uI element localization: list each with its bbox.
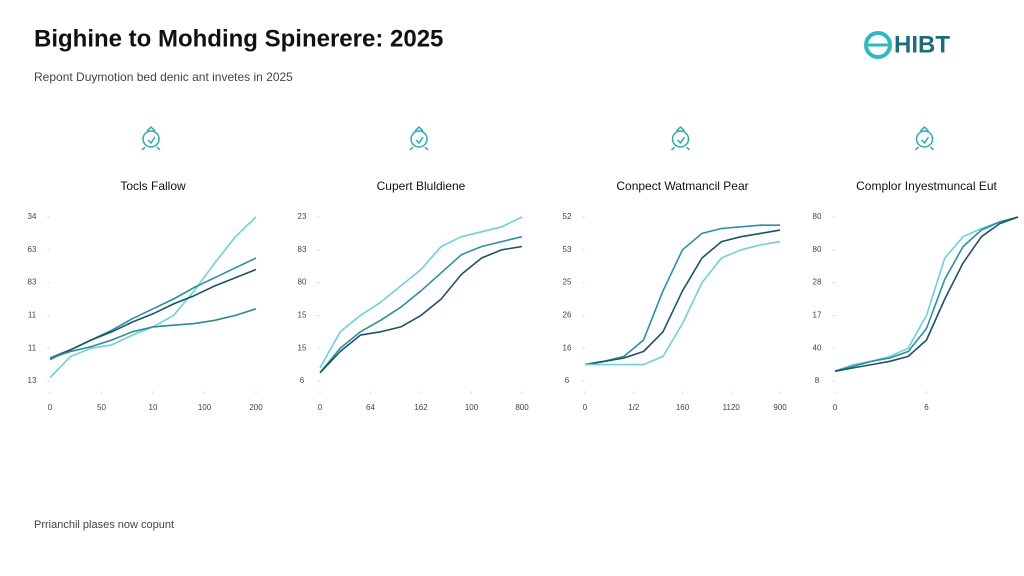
- x-tick-label: 64: [366, 403, 375, 412]
- x-tick-label: 200: [249, 403, 263, 412]
- chart-title: Conpect Watmancil Pear: [616, 179, 748, 193]
- line: [834, 216, 1019, 372]
- y-tick-label: 80: [813, 245, 822, 254]
- x-tick-label: 1120: [723, 403, 741, 412]
- footer: Prrianchil plases now copunt: [34, 519, 174, 531]
- x-tick-label: 50: [97, 403, 106, 412]
- chart: Cupert Bluldiene 6 15 15 80 83 23 0 64 162 100 800: [298, 125, 529, 412]
- x-tick-label: 160: [676, 403, 690, 412]
- y-tick-label: 80: [298, 278, 307, 287]
- chart-icon: [410, 130, 428, 148]
- y-tick-label: 34: [28, 212, 37, 221]
- chart: Conpect Watmancil Pear 6 16 26 25 53 52 0 1/2 160…: [563, 125, 787, 412]
- logo-icon: [864, 31, 892, 59]
- y-tick-label: 11: [28, 311, 37, 320]
- x-tick-label: 0: [833, 403, 838, 412]
- x-tick-label: 0: [48, 403, 53, 412]
- line: [319, 245, 523, 374]
- line: [834, 216, 1019, 372]
- y-tick-label: 40: [813, 343, 822, 352]
- y-tick-label: 28: [813, 278, 822, 287]
- x-tick-label: 0: [318, 403, 323, 412]
- y-tick-label: 8: [815, 376, 820, 385]
- logo-text: HIBT: [894, 31, 950, 58]
- chart-title: Cupert Bluldiene: [377, 179, 466, 193]
- y-tick-label: 53: [563, 245, 572, 254]
- x-tick-label: 100: [198, 403, 212, 412]
- line: [319, 216, 523, 369]
- y-tick-label: 11: [28, 343, 37, 352]
- x-tick-label: 0: [583, 403, 588, 412]
- y-tick-label: 6: [565, 376, 570, 385]
- line: [585, 240, 781, 366]
- chart-icon: [914, 125, 935, 151]
- line: [584, 224, 780, 366]
- chart-icon: [141, 125, 161, 151]
- x-tick-label: 162: [414, 403, 428, 412]
- chart-icon: [409, 125, 429, 151]
- x-tick-label: 10: [149, 403, 158, 412]
- line: [49, 268, 257, 359]
- y-tick-label: 83: [298, 245, 307, 254]
- chart-title: Complor Inyestmuncal Eut: [856, 179, 997, 193]
- y-tick-label: 52: [563, 212, 572, 221]
- y-tick-label: 23: [298, 212, 307, 221]
- y-tick-label: 83: [28, 278, 37, 287]
- y-tick-label: 15: [298, 311, 307, 320]
- y-tick-label: 25: [563, 278, 572, 287]
- x-tick-label: 900: [773, 403, 787, 412]
- logo: HIBT: [864, 31, 950, 59]
- y-tick-label: 13: [28, 376, 37, 385]
- y-tick-label: 17: [813, 311, 822, 320]
- x-tick-label: 100: [465, 403, 479, 412]
- chart-title: Tocls Fallow: [120, 179, 186, 193]
- line: [49, 308, 257, 359]
- chart-icon: [671, 130, 690, 148]
- chart: Complor Inyestmuncal Eut 8 40 17 28 80 80 0 6: [813, 125, 1019, 412]
- y-tick-label: 26: [563, 311, 572, 320]
- y-tick-label: 6: [300, 376, 305, 385]
- subtitle: Repont Duymotion bed denic ant invetes i…: [34, 70, 293, 84]
- chart-icon: [142, 130, 160, 148]
- y-tick-label: 15: [298, 343, 307, 352]
- x-tick-label: 6: [924, 403, 929, 412]
- chart-icon: [670, 125, 691, 151]
- page-title: Bighine to Mohding Spinerere: 2025: [34, 25, 443, 52]
- line: [319, 235, 523, 374]
- y-tick-label: 63: [28, 245, 37, 254]
- y-tick-label: 80: [813, 212, 822, 221]
- chart-icon: [915, 130, 934, 148]
- x-tick-label: 1/2: [628, 403, 640, 412]
- chart: Tocls Fallow 13 11 11 83 63 34 0 50 10 100 200: [28, 125, 263, 412]
- x-tick-label: 800: [515, 403, 529, 412]
- y-tick-label: 16: [563, 343, 572, 352]
- line: [584, 229, 781, 366]
